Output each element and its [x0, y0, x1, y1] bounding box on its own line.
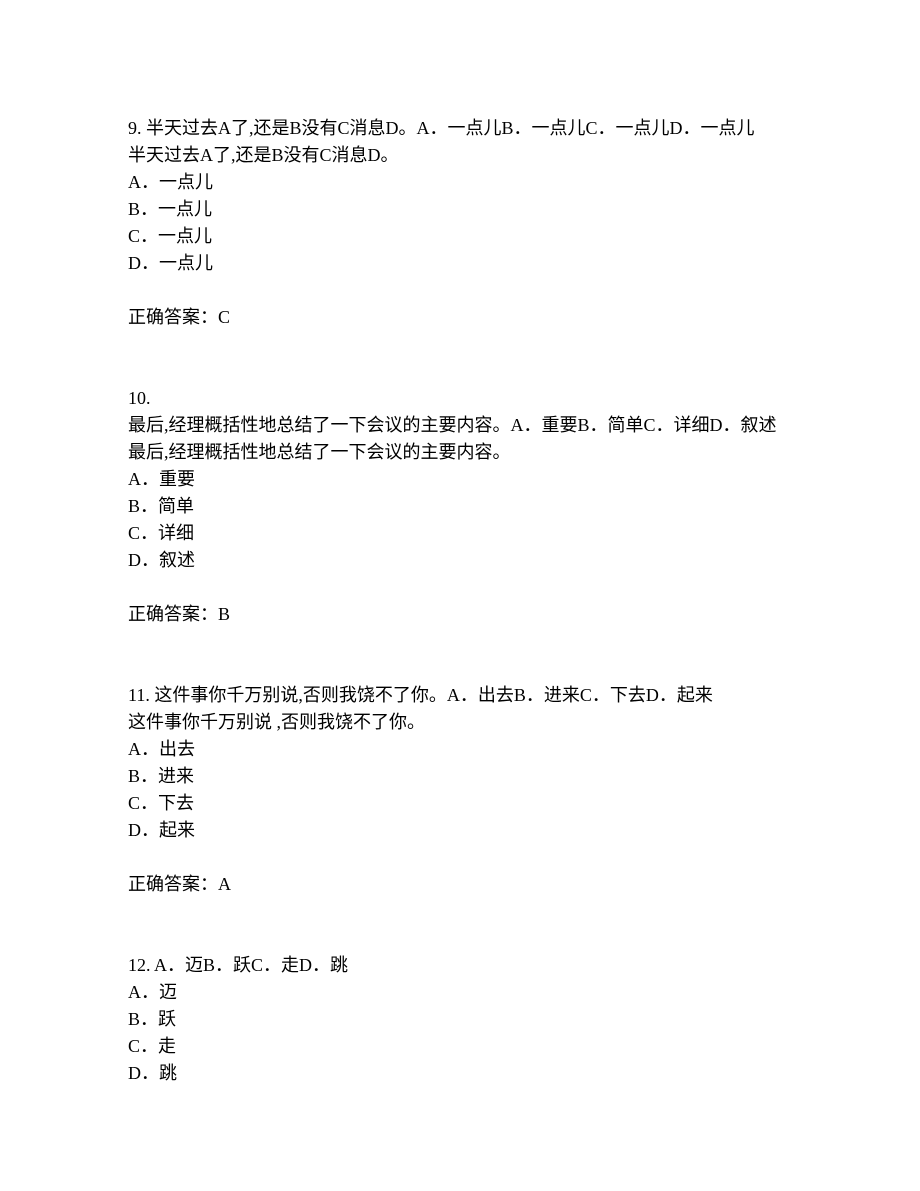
option-c: C．详细	[128, 520, 792, 547]
option-d: D．跳	[128, 1060, 792, 1087]
question-header: 11. 这件事你千万别说,否则我饶不了你。A．出去B．进来C．下去D．起来	[128, 682, 792, 709]
option-c: C．走	[128, 1033, 792, 1060]
option-c: C．下去	[128, 790, 792, 817]
option-b: B．进来	[128, 763, 792, 790]
option-c: C．一点儿	[128, 223, 792, 250]
question-number: 9.	[128, 118, 142, 138]
question-11: 11. 这件事你千万别说,否则我饶不了你。A．出去B．进来C．下去D．起来 这件…	[128, 682, 792, 898]
option-b: B．跃	[128, 1006, 792, 1033]
question-10: 10. 最后,经理概括性地总结了一下会议的主要内容。A．重要B．简单C．详细D．…	[128, 385, 792, 628]
answer-line: 正确答案：B	[128, 601, 792, 628]
question-number: 10.	[128, 385, 792, 412]
question-header-text: 最后,经理概括性地总结了一下会议的主要内容。A．重要B．简单C．详细D．叙述	[128, 412, 792, 439]
question-header-text: 半天过去A了,还是B没有C消息D。A．一点儿B．一点儿C．一点儿D．一点儿	[146, 118, 755, 138]
answer-line: 正确答案：C	[128, 304, 792, 331]
question-sentence: 最后,经理概括性地总结了一下会议的主要内容。	[128, 439, 792, 466]
question-header: 9. 半天过去A了,还是B没有C消息D。A．一点儿B．一点儿C．一点儿D．一点儿	[128, 115, 792, 142]
question-header-text: 这件事你千万别说,否则我饶不了你。A．出去B．进来C．下去D．起来	[154, 685, 713, 705]
question-12: 12. A．迈B．跃C．走D．跳 A．迈 B．跃 C．走 D．跳	[128, 952, 792, 1087]
option-a: A．出去	[128, 736, 792, 763]
option-d: D．一点儿	[128, 250, 792, 277]
question-header: 12. A．迈B．跃C．走D．跳	[128, 952, 792, 979]
option-a: A．一点儿	[128, 169, 792, 196]
question-sentence: 半天过去A了,还是B没有C消息D。	[128, 142, 792, 169]
answer-line: 正确答案：A	[128, 871, 792, 898]
question-9: 9. 半天过去A了,还是B没有C消息D。A．一点儿B．一点儿C．一点儿D．一点儿…	[128, 115, 792, 331]
question-sentence: 这件事你千万别说 ,否则我饶不了你。	[128, 709, 792, 736]
option-a: A．重要	[128, 466, 792, 493]
option-b: B．一点儿	[128, 196, 792, 223]
option-b: B．简单	[128, 493, 792, 520]
question-number: 12.	[128, 955, 151, 975]
option-a: A．迈	[128, 979, 792, 1006]
question-number: 11.	[128, 685, 150, 705]
option-d: D．叙述	[128, 547, 792, 574]
option-d: D．起来	[128, 817, 792, 844]
question-header-text: A．迈B．跃C．走D．跳	[154, 955, 348, 975]
